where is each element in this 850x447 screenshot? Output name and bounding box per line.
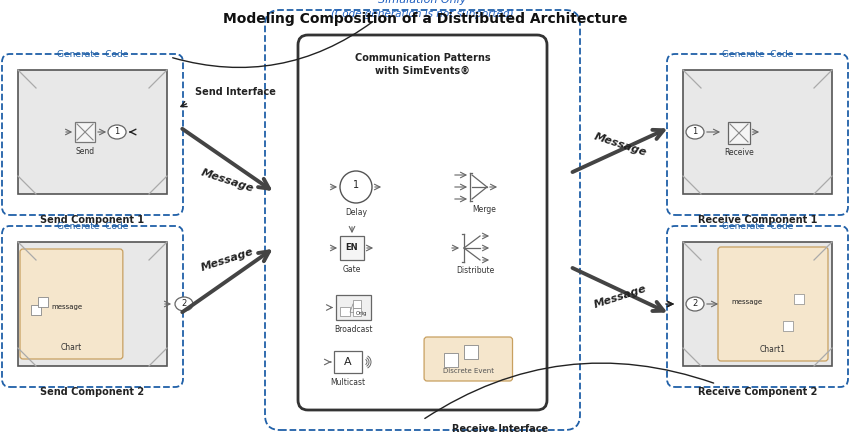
Text: Delay: Delay	[345, 208, 367, 217]
Text: message: message	[732, 299, 762, 305]
Text: Generate  Code: Generate Code	[57, 222, 128, 231]
Bar	[336, 295, 371, 320]
FancyBboxPatch shape	[718, 247, 828, 361]
Bar	[353, 300, 361, 308]
Text: 1: 1	[693, 127, 698, 136]
Bar	[683, 70, 832, 194]
Bar	[31, 305, 41, 315]
Bar	[75, 122, 95, 142]
Text: Receive Component 1: Receive Component 1	[698, 215, 817, 225]
Text: Generate  Code: Generate Code	[57, 50, 128, 59]
Bar	[340, 307, 350, 316]
Text: A: A	[344, 357, 352, 367]
Text: Receive: Receive	[724, 148, 754, 157]
Bar	[38, 297, 48, 307]
Bar	[18, 242, 167, 366]
Text: Send Interface: Send Interface	[195, 87, 275, 97]
Text: Send: Send	[76, 147, 94, 156]
Text: Distribute: Distribute	[456, 266, 494, 275]
Ellipse shape	[175, 297, 193, 311]
Text: Chart1: Chart1	[760, 345, 786, 354]
Text: Simulation Only: Simulation Only	[378, 0, 467, 5]
Text: Orig: Orig	[355, 311, 367, 316]
Bar	[728, 122, 750, 144]
Text: Receive Component 2: Receive Component 2	[698, 387, 817, 397]
Text: message: message	[51, 304, 82, 310]
Text: Merge: Merge	[472, 205, 496, 214]
Bar	[444, 353, 457, 367]
Bar	[464, 345, 479, 359]
Text: Send Component 1: Send Component 1	[41, 215, 144, 225]
FancyArrowPatch shape	[425, 363, 714, 418]
Text: 1: 1	[353, 180, 359, 190]
Text: Generate  Code: Generate Code	[722, 50, 793, 59]
Bar	[784, 321, 793, 331]
Text: Modeling Composition of a Distributed Architecture: Modeling Composition of a Distributed Ar…	[223, 12, 627, 26]
Ellipse shape	[108, 125, 126, 139]
Bar	[683, 242, 832, 366]
Text: 2: 2	[181, 299, 187, 308]
Text: Multicast: Multicast	[331, 378, 366, 387]
FancyBboxPatch shape	[298, 35, 547, 410]
Ellipse shape	[686, 297, 704, 311]
Text: Generate  Code: Generate Code	[722, 222, 793, 231]
FancyArrowPatch shape	[173, 21, 373, 67]
Text: Send Component 2: Send Component 2	[41, 387, 144, 397]
Text: Message: Message	[592, 284, 648, 310]
Text: Discrete Event: Discrete Event	[443, 368, 494, 374]
Bar	[794, 294, 804, 304]
Text: Message: Message	[200, 168, 255, 194]
Bar	[340, 236, 364, 260]
Text: Chart: Chart	[61, 343, 82, 352]
Text: 1: 1	[115, 127, 120, 136]
Ellipse shape	[686, 125, 704, 139]
FancyBboxPatch shape	[424, 337, 513, 381]
Text: Receive Interface: Receive Interface	[452, 424, 548, 434]
FancyBboxPatch shape	[20, 249, 123, 359]
Text: Message: Message	[592, 131, 648, 158]
Bar	[18, 70, 167, 194]
Text: Gate: Gate	[343, 265, 361, 274]
Text: 2: 2	[693, 299, 698, 308]
Text: Broadcast: Broadcast	[334, 325, 373, 334]
Text: Communication Patterns
with SimEvents®: Communication Patterns with SimEvents®	[354, 53, 490, 76]
Text: Message: Message	[200, 246, 255, 273]
Text: EN: EN	[346, 244, 359, 253]
Text: (Code generation is not supported): (Code generation is not supported)	[332, 9, 513, 19]
Circle shape	[340, 171, 372, 203]
Bar	[353, 308, 361, 316]
Bar	[334, 351, 362, 373]
